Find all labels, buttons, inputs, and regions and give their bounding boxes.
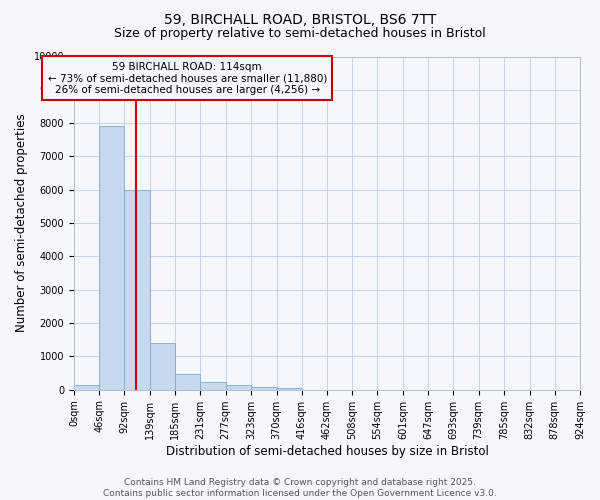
Bar [74, 384, 99, 390]
Bar [124, 190, 150, 390]
Text: Size of property relative to semi-detached houses in Bristol: Size of property relative to semi-detach… [114, 28, 486, 40]
Bar [99, 126, 124, 390]
X-axis label: Distribution of semi-detached houses by size in Bristol: Distribution of semi-detached houses by … [166, 444, 488, 458]
Bar [277, 388, 302, 390]
Y-axis label: Number of semi-detached properties: Number of semi-detached properties [15, 114, 28, 332]
Bar [150, 343, 175, 390]
Bar [251, 386, 277, 390]
Bar [200, 382, 226, 390]
Bar [175, 374, 200, 390]
Bar [226, 386, 251, 390]
Text: 59, BIRCHALL ROAD, BRISTOL, BS6 7TT: 59, BIRCHALL ROAD, BRISTOL, BS6 7TT [164, 12, 436, 26]
Text: 59 BIRCHALL ROAD: 114sqm
← 73% of semi-detached houses are smaller (11,880)
26% : 59 BIRCHALL ROAD: 114sqm ← 73% of semi-d… [47, 62, 327, 95]
Text: Contains HM Land Registry data © Crown copyright and database right 2025.
Contai: Contains HM Land Registry data © Crown c… [103, 478, 497, 498]
